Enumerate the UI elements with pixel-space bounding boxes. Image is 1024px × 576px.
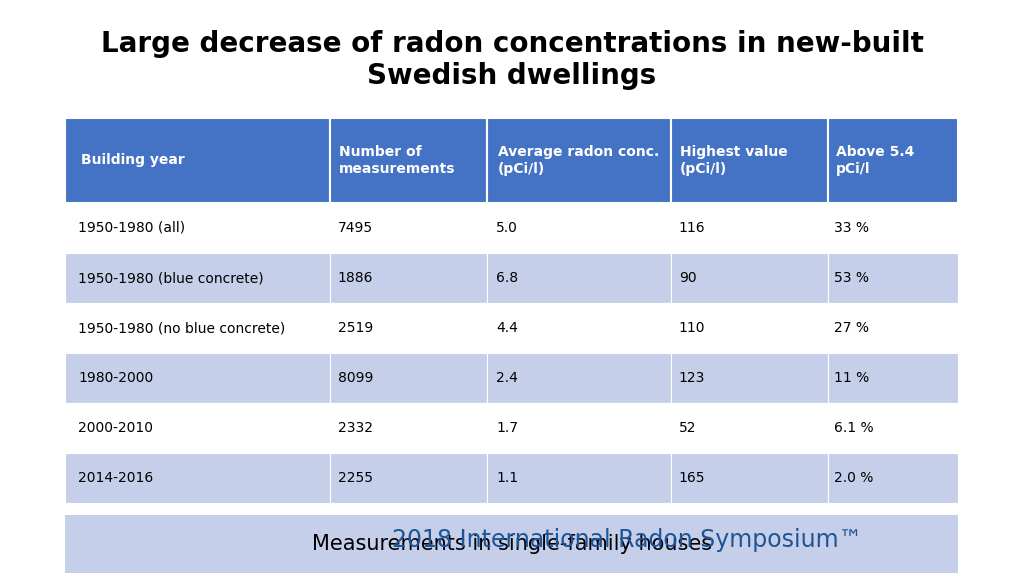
Text: 53 %: 53 % bbox=[835, 271, 869, 285]
Text: 52: 52 bbox=[679, 421, 696, 435]
Text: 5.0: 5.0 bbox=[496, 221, 518, 235]
Text: 1.7: 1.7 bbox=[496, 421, 518, 435]
Text: Highest value
(pCi/l): Highest value (pCi/l) bbox=[680, 145, 788, 176]
Text: 110: 110 bbox=[679, 321, 706, 335]
Text: 8099: 8099 bbox=[338, 371, 373, 385]
Text: 6.1 %: 6.1 % bbox=[835, 421, 874, 435]
Text: Number of
measurements: Number of measurements bbox=[339, 145, 456, 176]
Text: AARST: AARST bbox=[336, 530, 370, 540]
Text: 2018 International Radon Symposium™: 2018 International Radon Symposium™ bbox=[392, 528, 862, 552]
Text: Building year: Building year bbox=[81, 153, 184, 168]
Text: 1950-1980 (no blue concrete): 1950-1980 (no blue concrete) bbox=[78, 321, 286, 335]
Text: 116: 116 bbox=[679, 221, 706, 235]
Text: 123: 123 bbox=[679, 371, 706, 385]
Text: 2519: 2519 bbox=[338, 321, 373, 335]
Text: 1950-1980 (all): 1950-1980 (all) bbox=[78, 221, 185, 235]
Text: ®: ® bbox=[371, 524, 378, 529]
Text: 1.1: 1.1 bbox=[496, 471, 518, 485]
Text: 7495: 7495 bbox=[338, 221, 373, 235]
Text: 2.0 %: 2.0 % bbox=[835, 471, 873, 485]
Text: 2255: 2255 bbox=[338, 471, 373, 485]
Text: 4.4: 4.4 bbox=[496, 321, 518, 335]
Text: 90: 90 bbox=[679, 271, 696, 285]
Text: 2000-2010: 2000-2010 bbox=[78, 421, 154, 435]
Text: 1886: 1886 bbox=[338, 271, 373, 285]
Text: Large decrease of radon concentrations in new-built: Large decrease of radon concentrations i… bbox=[100, 30, 924, 58]
Text: 6.8: 6.8 bbox=[496, 271, 518, 285]
Text: 2.4: 2.4 bbox=[496, 371, 518, 385]
Text: 2332: 2332 bbox=[338, 421, 373, 435]
Text: Measurements in single-family houses: Measurements in single-family houses bbox=[312, 534, 712, 554]
Text: 11 %: 11 % bbox=[835, 371, 869, 385]
Text: 1950-1980 (blue concrete): 1950-1980 (blue concrete) bbox=[78, 271, 264, 285]
Text: 27 %: 27 % bbox=[835, 321, 869, 335]
Text: 1980-2000: 1980-2000 bbox=[78, 371, 154, 385]
Text: Average radon conc.
(pCi/l): Average radon conc. (pCi/l) bbox=[498, 145, 659, 176]
Text: Above 5.4
pCi/l: Above 5.4 pCi/l bbox=[836, 145, 914, 176]
Text: 165: 165 bbox=[679, 471, 706, 485]
Text: 33 %: 33 % bbox=[835, 221, 869, 235]
Text: Swedish dwellings: Swedish dwellings bbox=[368, 62, 656, 90]
Ellipse shape bbox=[333, 520, 374, 556]
Text: 2014-2016: 2014-2016 bbox=[78, 471, 154, 485]
